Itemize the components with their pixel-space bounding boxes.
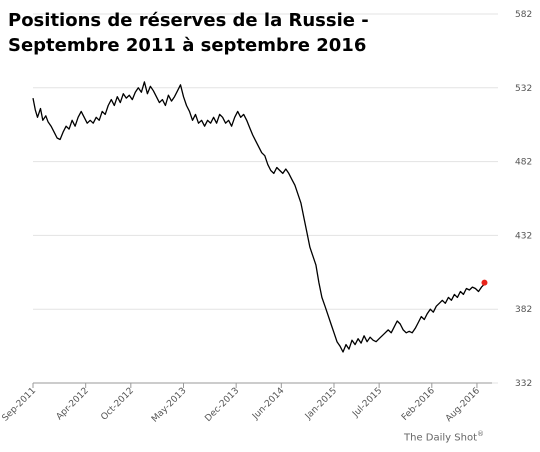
y-tick-label: 482: [515, 158, 532, 168]
source-mark: ®: [477, 430, 484, 438]
y-tick-label: 532: [515, 84, 532, 94]
source-credit: The Daily Shot®: [404, 430, 484, 443]
x-axis: Sep-2011 Apr-2012 Oct-2012 May-2013 Dec-2013…: [1, 382, 492, 425]
x-tick-label: Jul-2015: [350, 386, 384, 420]
series-layer: [32, 81, 488, 353]
x-tick-label: Jun-2014: [250, 386, 286, 422]
x-tick-label: Sep-2011: [1, 386, 39, 424]
x-tick-label: Dec-2013: [203, 386, 241, 424]
x-tick-label: Oct-2012: [99, 386, 136, 423]
y-axis-labels: 332 382 432 482 532 582: [515, 10, 532, 389]
x-tick-label: Apr-2012: [55, 386, 91, 422]
x-tick-label: May-2013: [150, 386, 189, 425]
x-tick-label: Jan-2015: [303, 386, 339, 422]
series-line: [32, 81, 485, 353]
series-end-point: [481, 279, 488, 286]
chart-title: Positions de réserves de la Russie - Sep…: [8, 10, 369, 56]
y-tick-label: 332: [515, 379, 532, 389]
y-tick-label: 432: [515, 231, 532, 241]
x-tick-label: Feb-2016: [400, 386, 437, 423]
gridlines: [33, 13, 498, 384]
y-tick-label: 582: [515, 10, 532, 20]
y-tick-label: 382: [515, 305, 532, 315]
source-text: The Daily Shot: [404, 432, 477, 444]
x-tick-label: Aug-2016: [444, 386, 482, 424]
